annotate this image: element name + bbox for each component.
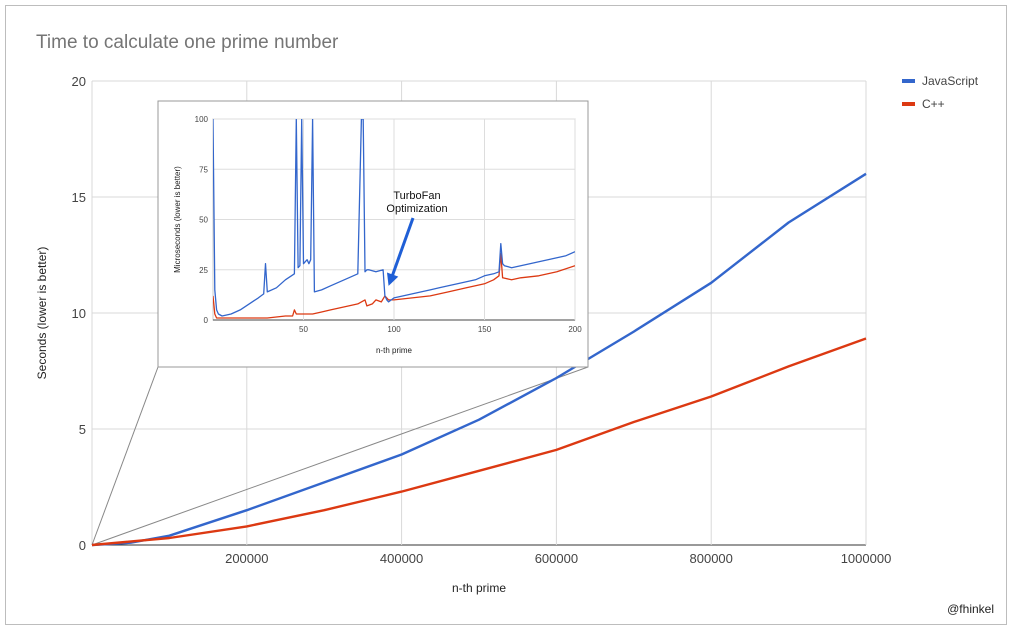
annotation-arrow-shaft xyxy=(390,217,415,279)
inset-x-tick-label: 200 xyxy=(568,325,582,334)
legend-label: JavaScript xyxy=(922,74,979,88)
main-series-line-javascript xyxy=(91,172,867,547)
main-y-tick-label: 20 xyxy=(72,74,86,89)
main-x-tick-label: 200000 xyxy=(225,551,268,566)
main-x-tick-label: 800000 xyxy=(690,551,733,566)
inset-series-line-javascript xyxy=(213,119,575,317)
annotation-arrow-head xyxy=(386,272,399,286)
main-y-tick-label: 15 xyxy=(72,190,86,205)
author-credit: @fhinkel xyxy=(947,602,994,616)
main-series xyxy=(91,172,867,547)
inset-y-tick-label: 100 xyxy=(195,115,209,124)
inset-y-tick-label: 0 xyxy=(204,316,209,325)
main-axes: 0 5 10 15 20 200000 400000 600000 800000 1000000 n… xyxy=(35,74,891,595)
main-y-tick-label: 0 xyxy=(79,538,86,553)
inset-y-axis-label: Microseconds (lower is better) xyxy=(173,166,182,273)
legend-label: C++ xyxy=(922,97,945,111)
zoom-line-left xyxy=(91,366,159,546)
main-y-tick-label: 10 xyxy=(72,306,86,321)
main-series-line-c xyxy=(91,337,867,547)
main-x-tick-label: 600000 xyxy=(535,551,578,566)
inset-chart: 0 25 50 75 100 50 100 150 200 n-th prime Microseco… xyxy=(157,100,589,368)
inset-y-tick-label: 75 xyxy=(199,165,208,174)
inset-x-tick-label: 100 xyxy=(387,325,401,334)
main-y-tick-label: 5 xyxy=(79,422,86,437)
main-x-tick-label: 400000 xyxy=(380,551,423,566)
legend: JavaScript C++ xyxy=(902,74,979,111)
main-x-axis-label: n-th prime xyxy=(452,581,506,595)
main-y-axis-label: Seconds (lower is better) xyxy=(35,247,49,380)
inset-y-tick-label: 25 xyxy=(199,266,208,275)
inset-y-tick-label: 50 xyxy=(199,216,208,225)
chart-title: Time to calculate one prime number xyxy=(36,32,339,53)
zoom-line-right xyxy=(91,366,589,546)
zoom-connector-lines xyxy=(91,366,589,546)
annotation-label-line2: Optimization xyxy=(386,203,447,215)
main-x-tick-label: 1000000 xyxy=(841,551,892,566)
inset-x-tick-label: 150 xyxy=(478,325,492,334)
annotation-label-line1: TurboFan xyxy=(393,190,440,202)
inset-panel xyxy=(157,100,589,368)
inset-x-axis-label: n-th prime xyxy=(376,346,413,355)
inset-x-tick-label: 50 xyxy=(299,325,308,334)
